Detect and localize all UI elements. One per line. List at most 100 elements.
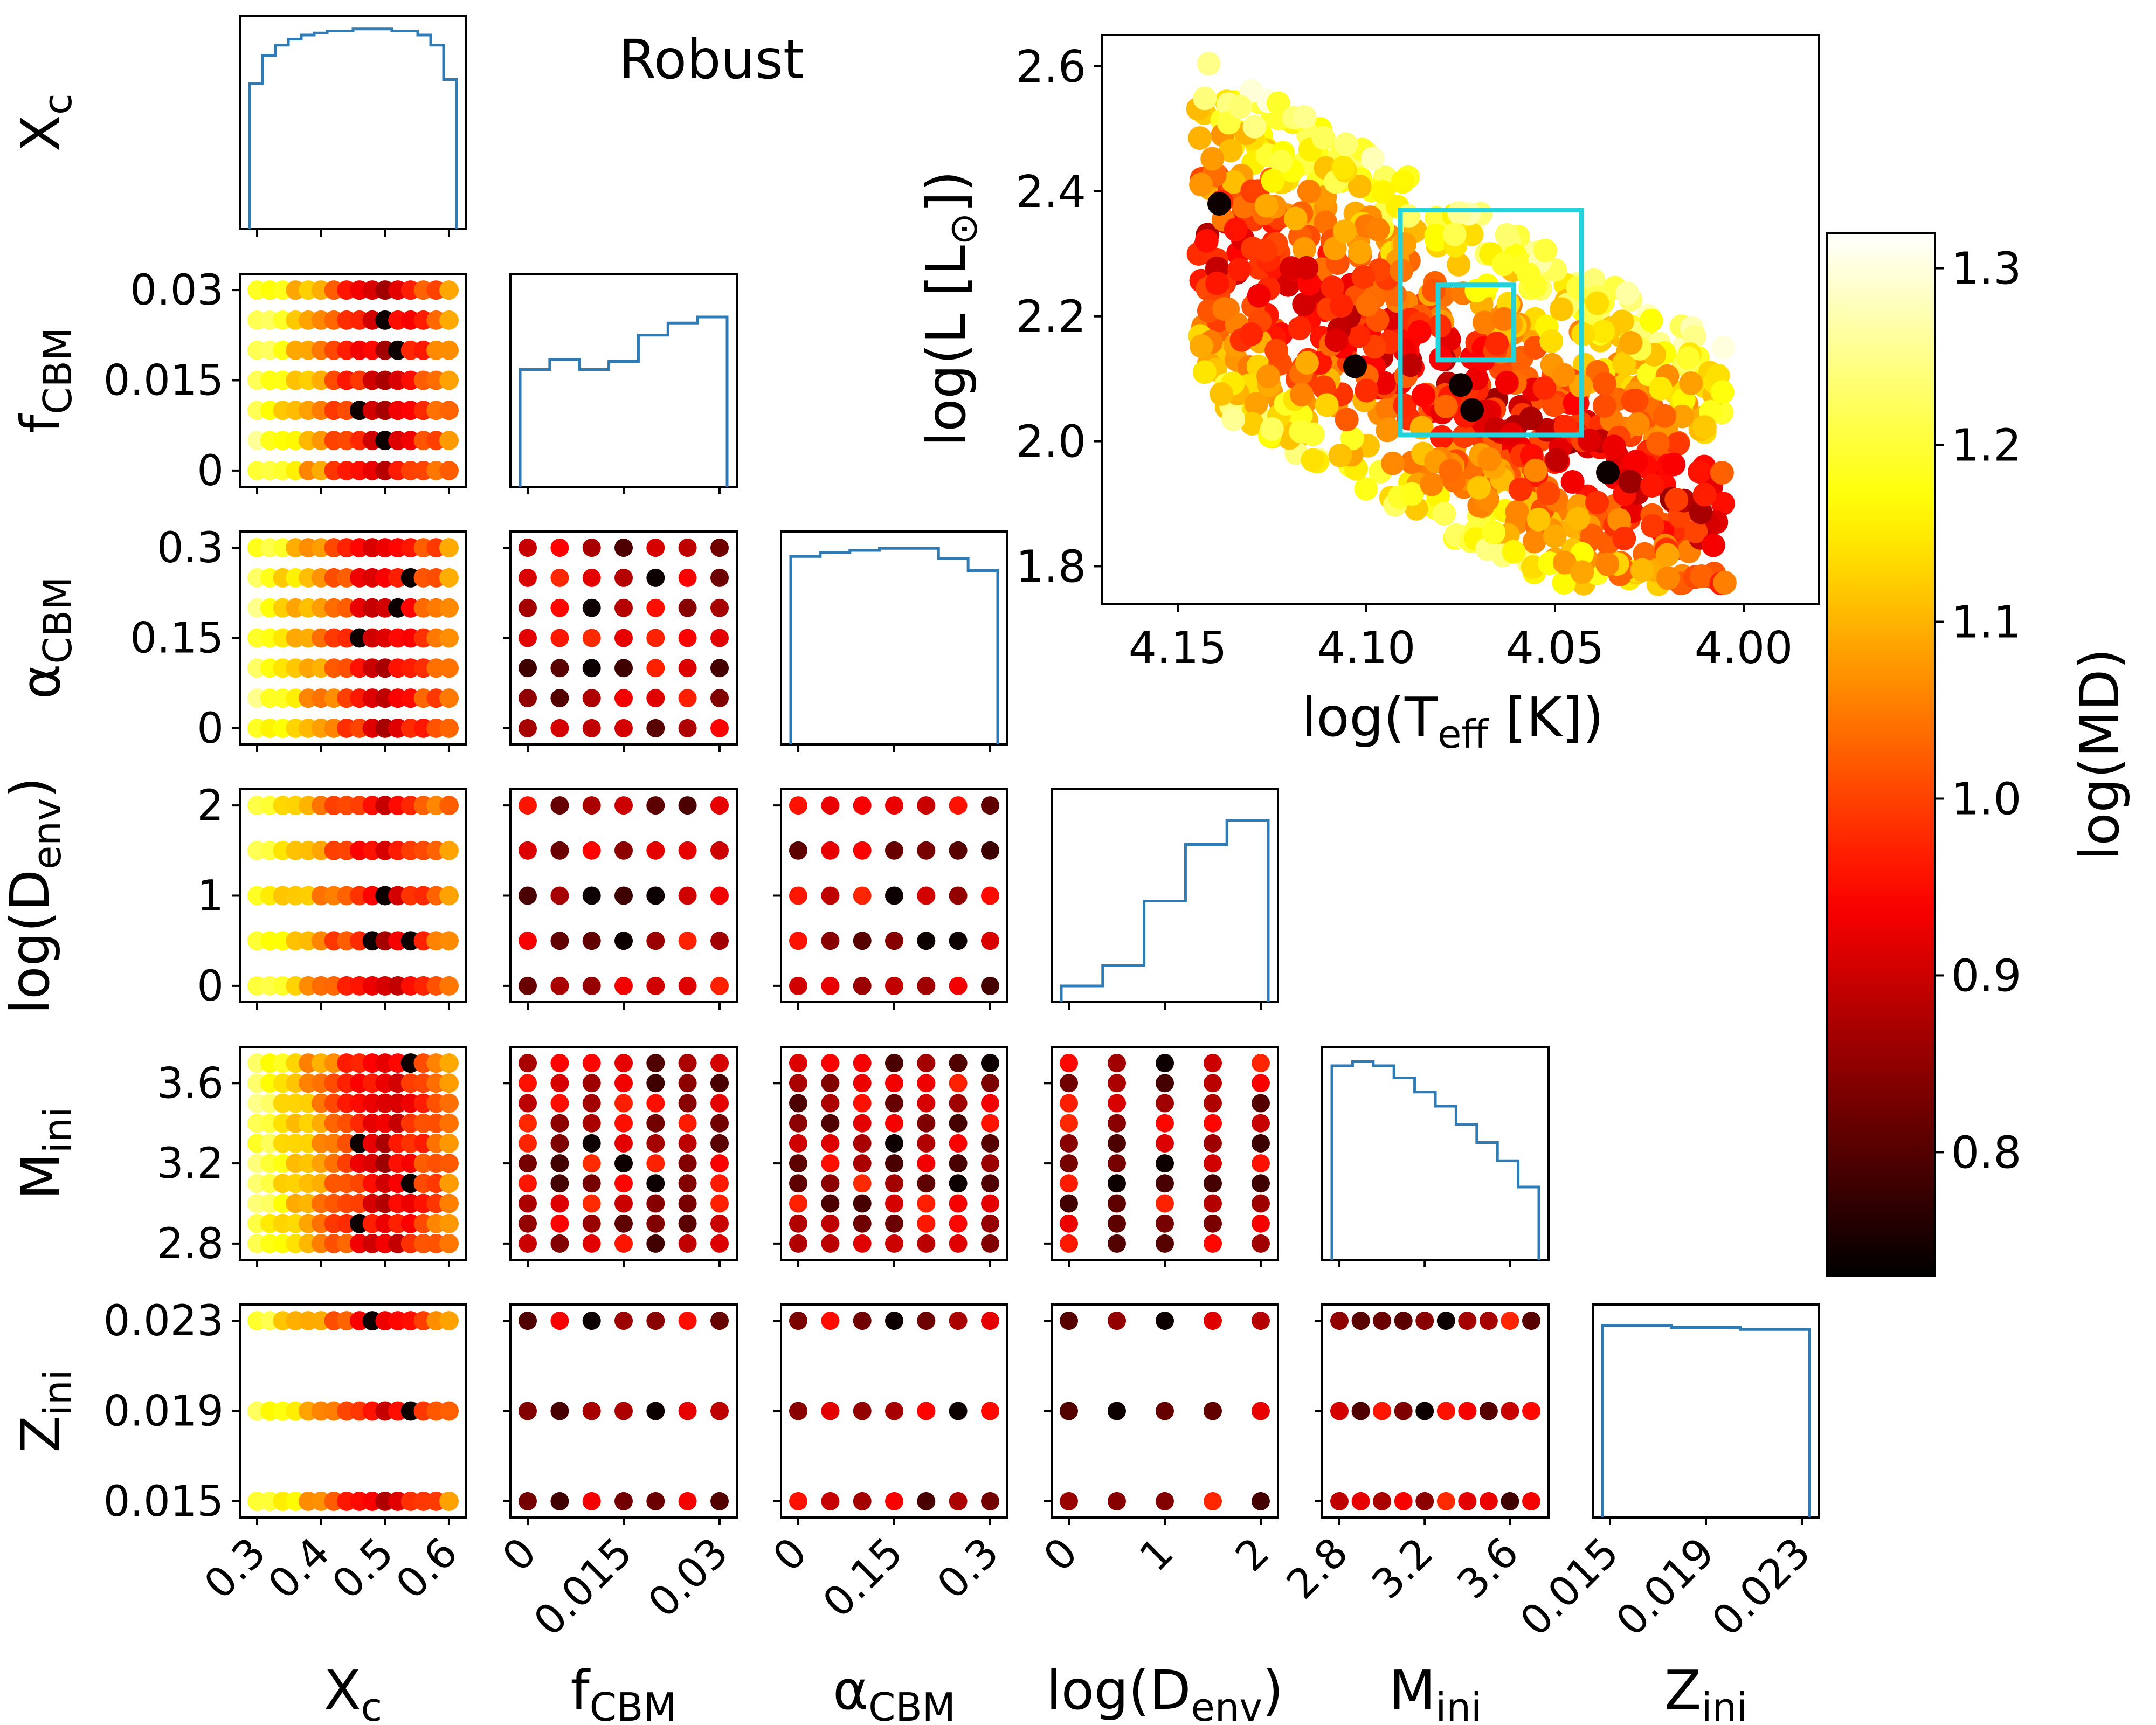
data-point — [885, 1154, 903, 1173]
data-point — [614, 689, 633, 708]
panel-frame — [509, 273, 738, 488]
data-point — [550, 1074, 569, 1093]
hrd-model-point — [1295, 351, 1319, 375]
data-point — [614, 629, 633, 647]
3-sigma-box — [1398, 208, 1584, 438]
hrd-model-point — [1630, 558, 1654, 582]
data-point — [981, 1194, 999, 1213]
data-point — [885, 976, 903, 995]
hrd-best-point — [1343, 354, 1367, 378]
data-point — [439, 886, 459, 906]
hrd-model-point — [1447, 201, 1471, 225]
data-point — [519, 1194, 537, 1213]
data-point — [710, 1094, 729, 1113]
data-point — [1252, 1234, 1270, 1253]
hrd-model-point — [1666, 432, 1690, 456]
panel-Xc-Mini — [232, 1046, 467, 1267]
data-point — [519, 659, 537, 678]
data-point — [550, 629, 569, 647]
panel-fCBM-Mini — [503, 1046, 738, 1267]
data-point — [917, 1402, 936, 1420]
hrd-model-point — [1592, 394, 1616, 418]
data-point — [646, 659, 665, 678]
data-point — [710, 1114, 729, 1133]
data-point — [710, 539, 729, 557]
hrd-model-point — [1205, 271, 1229, 295]
data-point — [710, 1074, 729, 1093]
data-point — [1436, 1492, 1455, 1510]
data-point — [582, 659, 601, 678]
col-label-Denv: log(Denv) — [1046, 1659, 1283, 1725]
hrd-model-point — [1662, 452, 1686, 477]
y-tick-label-Denv: 1 — [197, 872, 224, 921]
hrd-model-point — [1711, 492, 1735, 516]
x-tick-label-Zini: 0.015 — [1511, 1528, 1628, 1645]
hrd-model-point — [1371, 180, 1395, 204]
data-point — [981, 1402, 999, 1420]
panel-Denv-Mini — [1044, 1046, 1279, 1267]
hrd-model-point — [1656, 566, 1680, 590]
data-point — [1252, 1074, 1270, 1093]
data-point — [1156, 1214, 1174, 1233]
hrd-model-point — [1689, 500, 1713, 525]
data-point — [1479, 1402, 1498, 1420]
colorbar-label: log(MD) — [2068, 648, 2131, 861]
data-point — [1458, 1312, 1477, 1330]
data-point — [582, 1194, 601, 1213]
data-point — [519, 886, 537, 905]
data-point — [439, 688, 459, 708]
hrd-model-point — [1346, 324, 1371, 348]
data-point — [821, 1134, 840, 1153]
data-point — [949, 1154, 968, 1173]
data-point — [981, 976, 999, 995]
hrd-model-point — [1692, 482, 1717, 507]
data-point — [949, 932, 968, 950]
colorbar-tick-label: 1.1 — [1951, 597, 2021, 648]
data-point — [519, 1234, 537, 1253]
data-point — [949, 1114, 968, 1133]
data-point — [885, 841, 903, 860]
data-point — [646, 1094, 665, 1113]
data-point — [853, 1134, 872, 1153]
hrd-model-point — [1247, 284, 1271, 308]
hrd-model-point — [1221, 407, 1246, 431]
hrd-model-point — [1348, 174, 1372, 198]
data-point — [614, 1492, 633, 1510]
data-point — [1156, 1054, 1174, 1073]
hrd-model-point — [1477, 447, 1502, 471]
data-point — [646, 1214, 665, 1233]
y-tick-label-Zini: 0.015 — [103, 1478, 224, 1526]
data-point — [710, 719, 729, 737]
panel-Zini-Zini — [1592, 1303, 1820, 1525]
x-tick-label-aCBM: 0 — [764, 1528, 816, 1581]
data-point — [678, 976, 697, 995]
data-point — [853, 1214, 872, 1233]
hrd-y-tick-label: 2.6 — [1016, 42, 1086, 93]
data-point — [789, 796, 807, 815]
data-point — [678, 841, 697, 860]
hrd-best-point — [1596, 460, 1620, 485]
data-point — [821, 1194, 840, 1213]
hrd-model-point — [1439, 459, 1462, 483]
data-point — [885, 1234, 903, 1253]
data-point — [614, 719, 633, 737]
data-point — [710, 886, 729, 905]
x-tick-label-Zini: 0.023 — [1703, 1528, 1820, 1645]
data-point — [519, 1114, 537, 1133]
data-point — [439, 538, 459, 558]
data-point — [1458, 1402, 1477, 1420]
data-point — [710, 629, 729, 647]
data-point — [1060, 1094, 1078, 1113]
data-point — [646, 1234, 665, 1253]
data-point — [439, 1213, 459, 1233]
hrd-model-point — [1328, 443, 1352, 467]
data-point — [550, 1054, 569, 1073]
hrd-model-point — [1517, 262, 1541, 286]
data-point — [1252, 1194, 1270, 1213]
data-point — [519, 1492, 537, 1510]
hrd-model-point — [1491, 252, 1516, 277]
hrd-best-point — [1207, 192, 1231, 216]
data-point — [1415, 1402, 1434, 1420]
data-point — [1415, 1492, 1434, 1510]
data-point — [519, 1402, 537, 1420]
